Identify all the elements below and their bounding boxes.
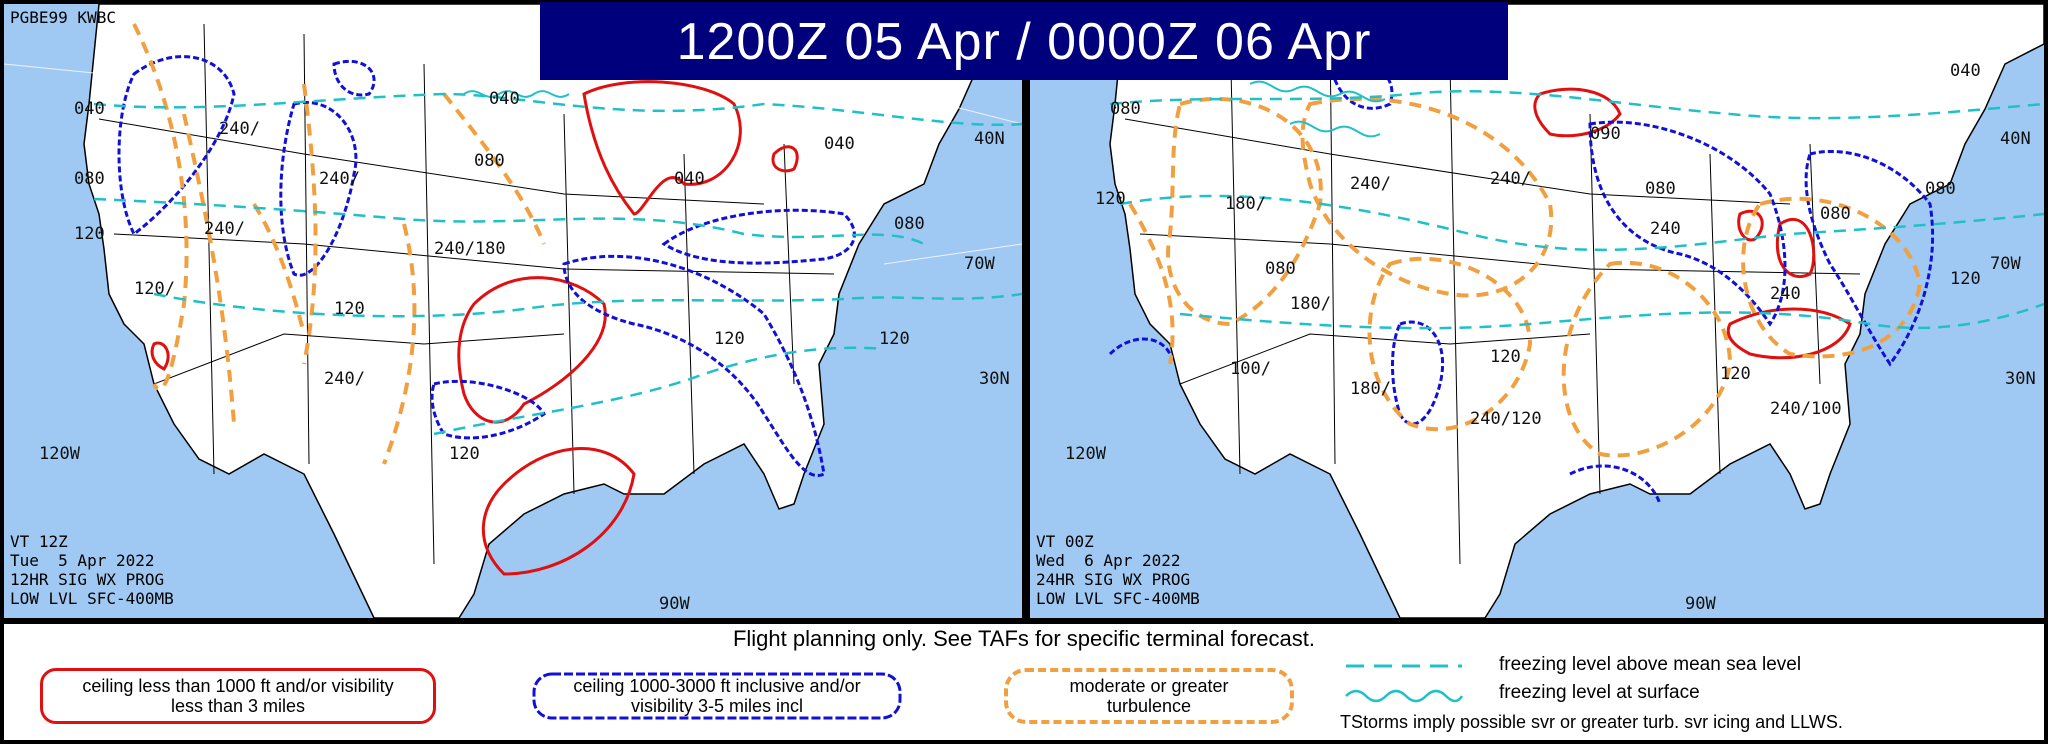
legend-freezing-surface-text: freezing level at surface [1499, 682, 1700, 703]
grid-120w: 120W [39, 444, 81, 464]
grid-30n: 30N [2005, 369, 2036, 389]
valid-line: Wed 6 Apr 2022 [1036, 551, 1181, 570]
map-12hr-svg: 040 080 120 040 080 040 040 080 120 120 … [4, 4, 1022, 618]
valid-time-block-12hr: VT 12Z Tue 5 Apr 2022 12HR SIG WX PROG LOW … [10, 532, 174, 608]
turb-label-3: 240/ [204, 219, 245, 239]
valid-line: 24HR SIG WX PROG [1036, 570, 1191, 589]
wavy-line-icon [1345, 689, 1464, 703]
turb-label-4: 120/ [134, 279, 175, 299]
us-landmass [83, 4, 1022, 618]
fz-label-040-east: 040 [824, 134, 855, 154]
map-panel-24hr: 040 080 120 090 080 080 080 120 120 120 … [1030, 4, 2044, 618]
legend: Flight planning only. See TAFs for speci… [4, 624, 2044, 740]
fz-label-040-north: 040 [489, 89, 520, 109]
turb-label-8: 240/120 [1470, 409, 1542, 429]
fz-label-120-south: 120 [714, 329, 745, 349]
valid-line: VT 00Z [1036, 532, 1094, 551]
ifr-areas [1533, 87, 1852, 360]
legend-mvfr-box: ceiling 1000-3000 ft inclusive and/or vi… [526, 668, 908, 724]
mvfr-areas [117, 55, 856, 478]
legend-turbulence-box: moderate or greater turbulence [1004, 668, 1294, 724]
fz-label-080-west: 080 [1110, 99, 1141, 119]
turbulence-areas [1128, 96, 1923, 458]
scalloped-border-icon [532, 672, 902, 720]
valid-line: LOW LVL SFC-400MB [10, 589, 174, 608]
product-id: PGBE99 KWBC [10, 8, 116, 27]
freezing-level-labels: 040 080 120 090 080 080 080 120 120 120 … [1095, 61, 1981, 384]
fz-label-080-west: 080 [74, 169, 105, 189]
valid-line: VT 12Z [10, 532, 68, 551]
freezing-level-labels: 040 080 120 040 080 040 040 080 120 120 … [74, 89, 925, 464]
valid-time-block-24hr: VT 00Z Wed 6 Apr 2022 24HR SIG WX PROG LOW … [1036, 532, 1200, 608]
fz-label-120-texas: 120 [449, 444, 480, 464]
fz-label-080-east: 080 [894, 214, 925, 234]
legend-mvfr-text: ceiling 1000-3000 ft inclusive and/or vi… [573, 676, 861, 716]
legend-freezing-msl: freezing level above mean sea level [1344, 654, 2044, 678]
fz-label-120-east: 120 [1950, 269, 1981, 289]
turb-label-5: 240/180 [434, 239, 506, 259]
grid-labels: 40N 70W 30N 120W 90W [39, 129, 1010, 614]
dashed-line-icon [1346, 664, 1462, 668]
freezing-msl-lines [93, 92, 1022, 436]
grid-40n: 40N [974, 129, 1005, 149]
map-panel-12hr: 040 080 120 040 080 040 040 080 120 120 … [4, 4, 1022, 618]
legend-turbulence-text: moderate or greater turbulence [1069, 676, 1229, 716]
grid-120w: 120W [1065, 444, 1107, 464]
legend-tstorms-note: TStorms imply possible svr or greater tu… [1340, 712, 1843, 732]
fz-label-120-central: 120 [1490, 347, 1521, 367]
turb-label-6: 240/ [324, 369, 365, 389]
turb-label-1: 240/ [219, 119, 260, 139]
grid-70w: 70W [1990, 254, 2021, 274]
turb-label-4: 240 [1650, 219, 1681, 239]
fz-label-080-central: 080 [474, 151, 505, 171]
turb-label-1: 240/ [1350, 174, 1391, 194]
fz-label-080-ohio: 080 [1820, 204, 1851, 224]
valid-line: Tue 5 Apr 2022 [10, 551, 155, 570]
turbulence-labels: 240/ 240/ 240/ 120/ 240/180 240/ [134, 119, 506, 389]
fz-label-080-central: 080 [1645, 179, 1676, 199]
grid-lines [4, 63, 1022, 265]
legend-freezing-msl-text: freezing level above mean sea level [1499, 654, 1802, 675]
fz-label-120-southeast: 120 [1720, 364, 1751, 384]
valid-times-title: 1200Z 05 Apr / 0000Z 06 Apr [540, 2, 1508, 80]
legend-ifr-text: ceiling less than 1000 ft and/or visibil… [82, 676, 394, 716]
turb-label-7: 180/ [1350, 379, 1391, 399]
legend-disclaimer: Flight planning only. See TAFs for speci… [732, 626, 1316, 651]
fz-label-040: 040 [1950, 61, 1981, 81]
fz-label-040-lakes: 040 [674, 169, 705, 189]
fz-label-120-rockies: 120 [334, 299, 365, 319]
turb-label-5: 180/ [1290, 294, 1331, 314]
turb-label-2: 180/ [1225, 194, 1266, 214]
turb-label-6: 100/ [1230, 359, 1271, 379]
turb-label-3: 240/ [1490, 169, 1531, 189]
grid-40n: 40N [2000, 129, 2031, 149]
grid-70w: 70W [964, 254, 995, 274]
ifr-areas [150, 80, 799, 576]
map-24hr-svg: 040 080 120 090 080 080 080 120 120 120 … [1065, 4, 2044, 618]
fz-label-120-southeast: 120 [879, 329, 910, 349]
fz-label-120-west: 120 [74, 224, 105, 244]
grid-30n: 30N [979, 369, 1010, 389]
legend-ifr-box: ceiling less than 1000 ft and/or visibil… [40, 668, 436, 724]
turb-label-10: 240/100 [1770, 399, 1842, 419]
legend-freezing-surface: freezing level at surface [1344, 682, 2044, 706]
fz-label-040-west: 040 [74, 99, 105, 119]
grid-90w: 90W [659, 594, 690, 614]
fz-label-080-rockies: 080 [1265, 259, 1296, 279]
freezing-msl-lines [1109, 90, 2044, 330]
fz-label-120-west: 120 [1095, 189, 1126, 209]
valid-line: 12HR SIG WX PROG [10, 570, 165, 589]
freezing-surface-lines [1249, 80, 1386, 138]
fz-label-080-east: 080 [1925, 179, 1956, 199]
grid-90w: 90W [1685, 594, 1716, 614]
turbulence-areas [132, 23, 546, 465]
valid-line: LOW LVL SFC-400MB [1036, 589, 1200, 608]
turbulence-labels: 240/ 180/ 240/ 240 180/ 100/ 180/ 240/12… [1225, 169, 1842, 429]
grid-labels: 40N 70W 30N 120W 90W [1065, 129, 2036, 614]
fz-label-090: 090 [1590, 124, 1621, 144]
turb-label-2: 240/ [319, 169, 360, 189]
turb-label-9: 240 [1770, 284, 1801, 304]
